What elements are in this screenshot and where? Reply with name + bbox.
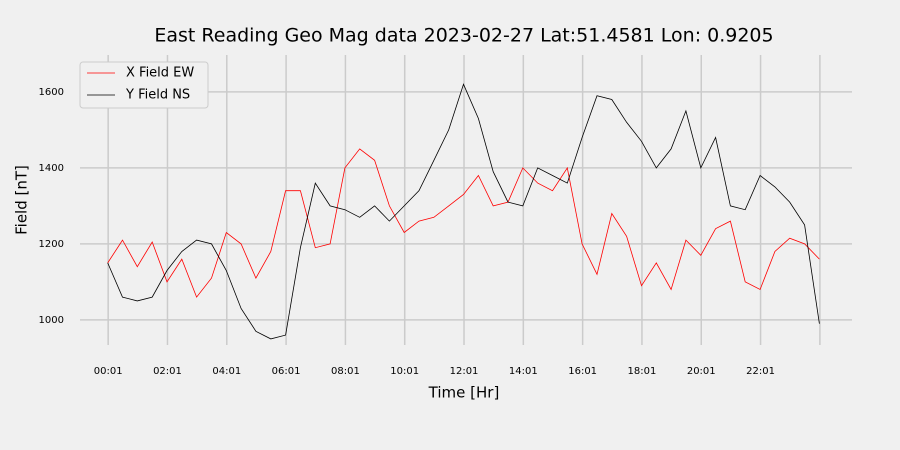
legend-box bbox=[79, 61, 209, 109]
x-tick-label: 00:01 bbox=[94, 366, 123, 377]
x-tick-label: 20:01 bbox=[687, 366, 716, 377]
legend-label: X Field EW bbox=[126, 66, 194, 81]
x-tick-label: 22:01 bbox=[746, 366, 775, 377]
x-tick-label: 12:01 bbox=[450, 366, 479, 377]
x-tick-label: 14:01 bbox=[509, 366, 538, 377]
y-tick-label: 1200 bbox=[39, 239, 64, 250]
line-series bbox=[107, 83, 820, 340]
x-tick-label: 04:01 bbox=[212, 366, 241, 377]
y-tick-label: 1400 bbox=[39, 163, 64, 174]
x-tick-label: 16:01 bbox=[568, 366, 597, 377]
x-tick-label: 18:01 bbox=[628, 366, 657, 377]
x-tick-label: 02:01 bbox=[153, 366, 182, 377]
y-tick-label: 1600 bbox=[39, 87, 64, 98]
line-series bbox=[107, 148, 820, 298]
legend-label: Y Field NS bbox=[125, 88, 190, 103]
legend: X Field EW Y Field NS bbox=[79, 61, 209, 109]
x-tick-label: 06:01 bbox=[272, 366, 301, 377]
x-tick-label: 10:01 bbox=[390, 366, 419, 377]
y-axis-label: Field [nT] bbox=[13, 165, 31, 235]
x-axis-label: Time [Hr] bbox=[428, 384, 500, 402]
chart-title: East Reading Geo Mag data 2023-02-27 Lat… bbox=[154, 25, 773, 47]
x-tick-label: 08:01 bbox=[331, 366, 360, 377]
y-tick-label: 1000 bbox=[39, 315, 64, 326]
